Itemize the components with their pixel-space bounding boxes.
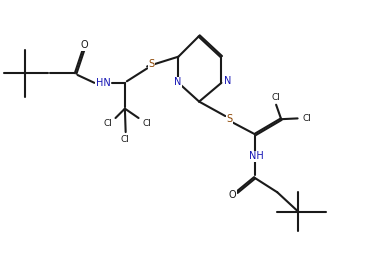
Text: S: S — [226, 114, 232, 124]
Text: N: N — [174, 77, 181, 87]
Text: O: O — [229, 189, 236, 200]
Text: O: O — [80, 40, 88, 50]
Text: NH: NH — [249, 151, 263, 161]
Text: Cl: Cl — [120, 135, 129, 144]
Text: N: N — [224, 76, 231, 86]
Text: Cl: Cl — [103, 119, 113, 128]
Text: Cl: Cl — [272, 93, 281, 102]
Text: HN: HN — [96, 78, 111, 88]
Text: Cl: Cl — [303, 114, 312, 123]
Text: Cl: Cl — [143, 119, 152, 128]
Text: S: S — [148, 59, 154, 70]
